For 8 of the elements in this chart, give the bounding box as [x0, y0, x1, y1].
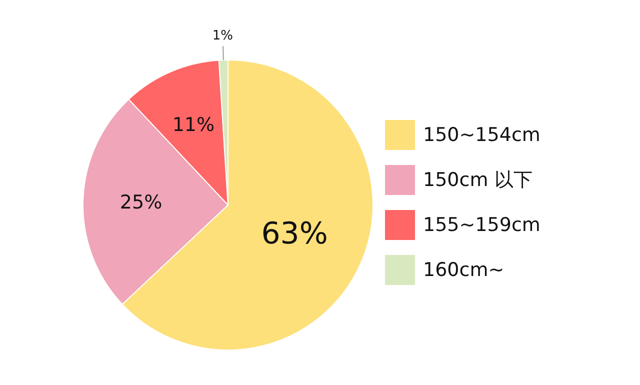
data-label: 25% — [120, 191, 162, 214]
data-label: 11% — [172, 114, 215, 136]
legend-label: 150~154cm — [423, 124, 540, 146]
legend-label: 160cm~ — [423, 259, 504, 281]
legend-label: 150cm 以下 — [423, 169, 532, 191]
data-label: 1% — [212, 28, 234, 44]
legend-label: 155~159cm — [423, 214, 540, 236]
data-label: 63% — [261, 216, 328, 252]
